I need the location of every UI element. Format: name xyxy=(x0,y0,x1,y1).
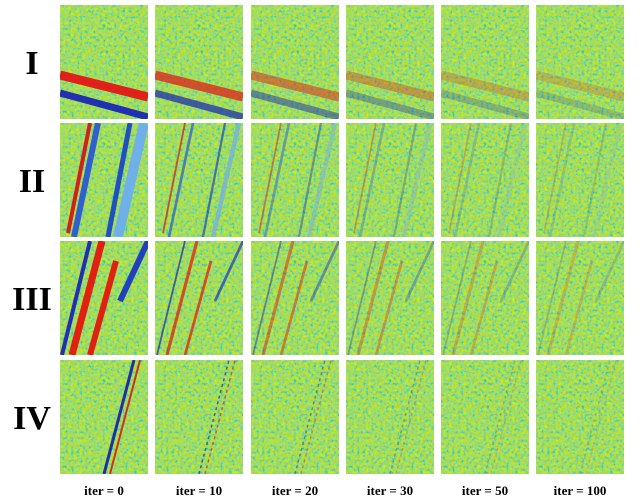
heatmap-tile xyxy=(536,123,624,237)
tile-noise xyxy=(441,360,529,474)
heatmap-tile xyxy=(441,241,529,355)
tile-content xyxy=(441,241,529,355)
column-label: iter = 30 xyxy=(367,483,413,498)
tile-noise xyxy=(441,241,529,355)
column-label: iter = 10 xyxy=(176,483,222,498)
tile-noise xyxy=(536,360,624,474)
tile-noise xyxy=(346,241,434,355)
heatmap-tile xyxy=(60,360,148,474)
tile-content xyxy=(155,241,243,355)
tile-content xyxy=(346,360,434,474)
heatmap-tile xyxy=(251,360,339,474)
tile-noise xyxy=(346,123,434,237)
tile-content xyxy=(60,241,148,355)
column-label: iter = 50 xyxy=(462,483,508,498)
tile-content xyxy=(536,123,624,237)
tile-content xyxy=(441,123,529,237)
tile-content xyxy=(155,123,243,237)
tile-noise xyxy=(155,241,243,355)
tile-content xyxy=(60,360,148,474)
tile-content xyxy=(536,241,624,355)
tile-noise xyxy=(536,123,624,237)
heatmap-tile xyxy=(60,5,148,119)
column-label: iter = 100 xyxy=(554,483,607,498)
figure: IIIIIIIViter = 0iter = 10iter = 20iter =… xyxy=(0,0,643,504)
tile-content xyxy=(155,5,243,119)
heatmap-tile xyxy=(60,123,148,237)
column-label: iter = 0 xyxy=(84,483,124,498)
heatmap-tile xyxy=(536,360,624,474)
row-label: I xyxy=(25,45,38,82)
row-label: IV xyxy=(13,400,51,437)
tile-content xyxy=(346,241,434,355)
heatmap-tile xyxy=(346,241,434,355)
heatmap-tile xyxy=(155,123,243,237)
tile-content xyxy=(441,360,529,474)
heatmap-tile xyxy=(251,241,339,355)
tile-content xyxy=(60,123,148,237)
tile-noise xyxy=(251,241,339,355)
heatmap-tile xyxy=(251,5,339,119)
tile-noise xyxy=(536,241,624,355)
heatmap-tile xyxy=(536,241,624,355)
heatmap-tile xyxy=(536,5,624,119)
heatmap-tile xyxy=(155,5,243,119)
heatmap-tile xyxy=(155,241,243,355)
heatmap-tile xyxy=(346,123,434,237)
tile-content xyxy=(251,5,339,119)
heatmap-tile xyxy=(346,360,434,474)
tile-content xyxy=(441,5,529,119)
tile-content xyxy=(251,241,339,355)
row-label: II xyxy=(19,163,45,200)
tile-content xyxy=(251,123,339,237)
heatmap-tile xyxy=(251,123,339,237)
tile-content xyxy=(346,123,434,237)
heatmap-tile xyxy=(441,5,529,119)
tile-content xyxy=(60,5,148,119)
heatmap-tile xyxy=(346,5,434,119)
heatmap-tile xyxy=(441,123,529,237)
tile-content xyxy=(155,360,243,474)
tile-content xyxy=(346,5,434,119)
tile-content xyxy=(251,360,339,474)
heatmap-tile xyxy=(441,360,529,474)
tile-noise xyxy=(251,360,339,474)
heatmap-tile xyxy=(155,360,243,474)
tile-noise xyxy=(346,360,434,474)
tile-content xyxy=(536,360,624,474)
tile-noise xyxy=(155,360,243,474)
row-label: III xyxy=(12,281,52,318)
tile-content xyxy=(536,5,624,119)
column-label: iter = 20 xyxy=(272,483,318,498)
tile-noise xyxy=(441,123,529,237)
tile-noise xyxy=(155,123,243,237)
heatmap-tile xyxy=(60,241,148,355)
tile-noise xyxy=(251,123,339,237)
